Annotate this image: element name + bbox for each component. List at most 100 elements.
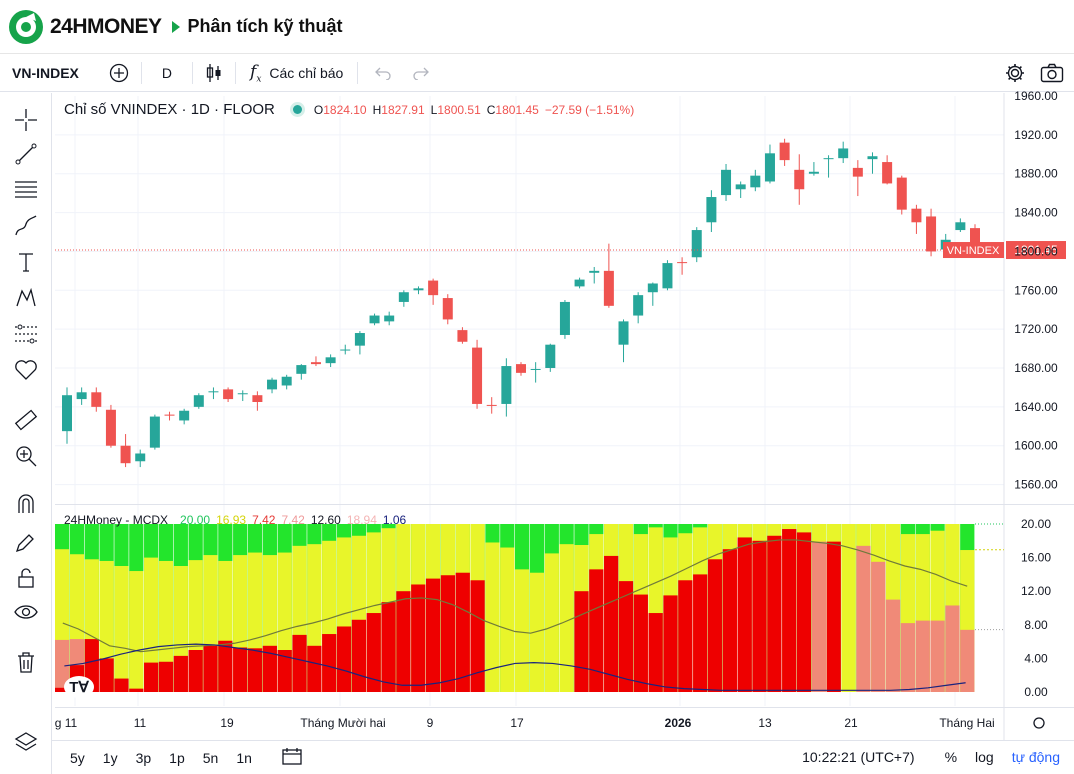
- redo-icon: [413, 67, 430, 80]
- candle-body: [530, 368, 541, 370]
- candle-body: [691, 230, 702, 258]
- trend-line-tool[interactable]: [13, 141, 39, 167]
- indicators-button[interactable]: fx Các chỉ báo: [250, 59, 343, 87]
- crosshair-tool[interactable]: [13, 107, 39, 133]
- text-tool[interactable]: [13, 249, 39, 275]
- symbol-button[interactable]: VN-INDEX: [12, 65, 79, 81]
- mcdx-red-bar: [678, 580, 693, 692]
- settings-button[interactable]: [1004, 59, 1026, 87]
- hide-tool[interactable]: [13, 599, 39, 625]
- mcdx-red-bar: [336, 626, 352, 692]
- mcdx-red-bar: [247, 648, 263, 692]
- toolbar-divider: [192, 62, 194, 84]
- candle-body: [62, 395, 72, 432]
- candle-body: [677, 262, 688, 264]
- price-tick-label: 1840.00: [1014, 206, 1058, 220]
- price-tick-label: 1880.00: [1014, 167, 1058, 181]
- candle-body: [794, 169, 805, 190]
- price-tick-label: 1640.00: [1014, 400, 1058, 414]
- screenshot-button[interactable]: [1040, 59, 1064, 87]
- measure-tool[interactable]: [13, 407, 39, 433]
- tradingview-logo[interactable]: T∀: [64, 676, 94, 698]
- candle-body: [838, 148, 849, 159]
- indicator-tick-label: 16.00: [1021, 551, 1051, 565]
- prediction-tool[interactable]: [13, 321, 39, 347]
- range-button-1p[interactable]: 1p: [169, 749, 185, 766]
- candle-body: [896, 177, 907, 210]
- lock-icon: [18, 568, 34, 588]
- indicator-value: 16.93: [216, 513, 247, 527]
- mcdx-yellow-bar: [114, 566, 129, 692]
- mcdx-yellow-bar: [158, 560, 174, 692]
- mcdx-banker-line: [64, 643, 966, 691]
- mcdx-red-bar: [233, 647, 248, 692]
- logo[interactable]: 24HMONEY: [8, 9, 162, 45]
- chart-type-button[interactable]: [205, 59, 223, 87]
- range-button-5y[interactable]: 5y: [70, 749, 85, 766]
- layers-icon: [14, 732, 38, 751]
- undo-button[interactable]: [374, 59, 392, 87]
- fib-tool[interactable]: [13, 177, 39, 203]
- range-buttons: 5y 1y 3p 1p 5n 1n: [52, 750, 252, 766]
- candle-body: [413, 288, 424, 291]
- last-symbol-label: VN-INDEX: [947, 245, 1000, 257]
- mcdx-red-bar: [173, 655, 188, 692]
- candles-icon: [206, 64, 221, 82]
- mcdx-red-bar: [322, 634, 337, 692]
- indicator-value: 18.94: [346, 513, 377, 527]
- mcdx-red-bar: [129, 688, 144, 692]
- axis-gear-icon: [1033, 717, 1045, 729]
- mcdx-red-bar: [767, 535, 782, 692]
- lock-drawings-tool[interactable]: [13, 529, 39, 555]
- candle-body: [867, 156, 878, 160]
- eye-icon: [14, 605, 38, 619]
- range-button-5n[interactable]: 5n: [202, 749, 219, 766]
- time-tick-label: 17: [510, 716, 524, 730]
- percent-toggle[interactable]: %: [944, 749, 958, 765]
- pencil-lock-icon: [15, 534, 34, 553]
- candle-body: [970, 228, 980, 251]
- range-button-3p[interactable]: 3p: [135, 749, 152, 766]
- magnet-tool[interactable]: [13, 491, 39, 517]
- logo-icon: [9, 9, 43, 44]
- candle-body: [193, 395, 204, 407]
- pattern-tool[interactable]: [13, 285, 39, 311]
- time-tick-label: g 11: [55, 716, 78, 730]
- toolbar-divider: [235, 62, 237, 84]
- interval-button[interactable]: D: [161, 65, 173, 81]
- candle-body: [281, 376, 292, 386]
- layers-tool[interactable]: [13, 729, 39, 755]
- candle-body: [267, 379, 278, 390]
- candle-body: [603, 270, 614, 306]
- candle-body: [955, 222, 966, 231]
- delete-tool[interactable]: [13, 649, 39, 675]
- calendar-arrows-icon: [282, 748, 302, 765]
- candle-body: [398, 292, 409, 302]
- brush-tool[interactable]: [13, 213, 39, 239]
- gear-icon: [1006, 64, 1024, 82]
- mcdx-red-bar: [158, 661, 174, 692]
- mcdx-red-bar: [292, 634, 307, 692]
- favorites-tool[interactable]: [13, 357, 39, 383]
- redo-button[interactable]: [412, 59, 430, 87]
- mcdx-red-bar: [633, 594, 648, 692]
- clock-time: 10:22:21 (UTC+7): [802, 749, 915, 765]
- auto-scale-toggle[interactable]: tự động: [1011, 749, 1060, 765]
- lock-tool[interactable]: [13, 565, 39, 591]
- indicator-tick-label: 8.00: [1024, 618, 1048, 632]
- range-button-1y[interactable]: 1y: [102, 749, 118, 766]
- page-title: Phân tích kỹ thuật: [187, 16, 343, 36]
- compare-symbol-button[interactable]: [109, 59, 129, 87]
- range-button-1n[interactable]: 1n: [236, 749, 252, 766]
- candle-body: [179, 410, 190, 421]
- date-range-button[interactable]: [282, 747, 302, 768]
- price-tick-label: 1960.00: [1014, 89, 1058, 103]
- candle-body: [574, 279, 585, 287]
- candle-body: [823, 158, 834, 160]
- time-tick-label: Tháng Mười hai: [300, 716, 385, 730]
- log-toggle[interactable]: log: [975, 749, 994, 765]
- zoom-tool[interactable]: [13, 443, 39, 469]
- indicator-value: 20.00: [180, 513, 211, 527]
- mcdx-red-bar: [307, 645, 322, 692]
